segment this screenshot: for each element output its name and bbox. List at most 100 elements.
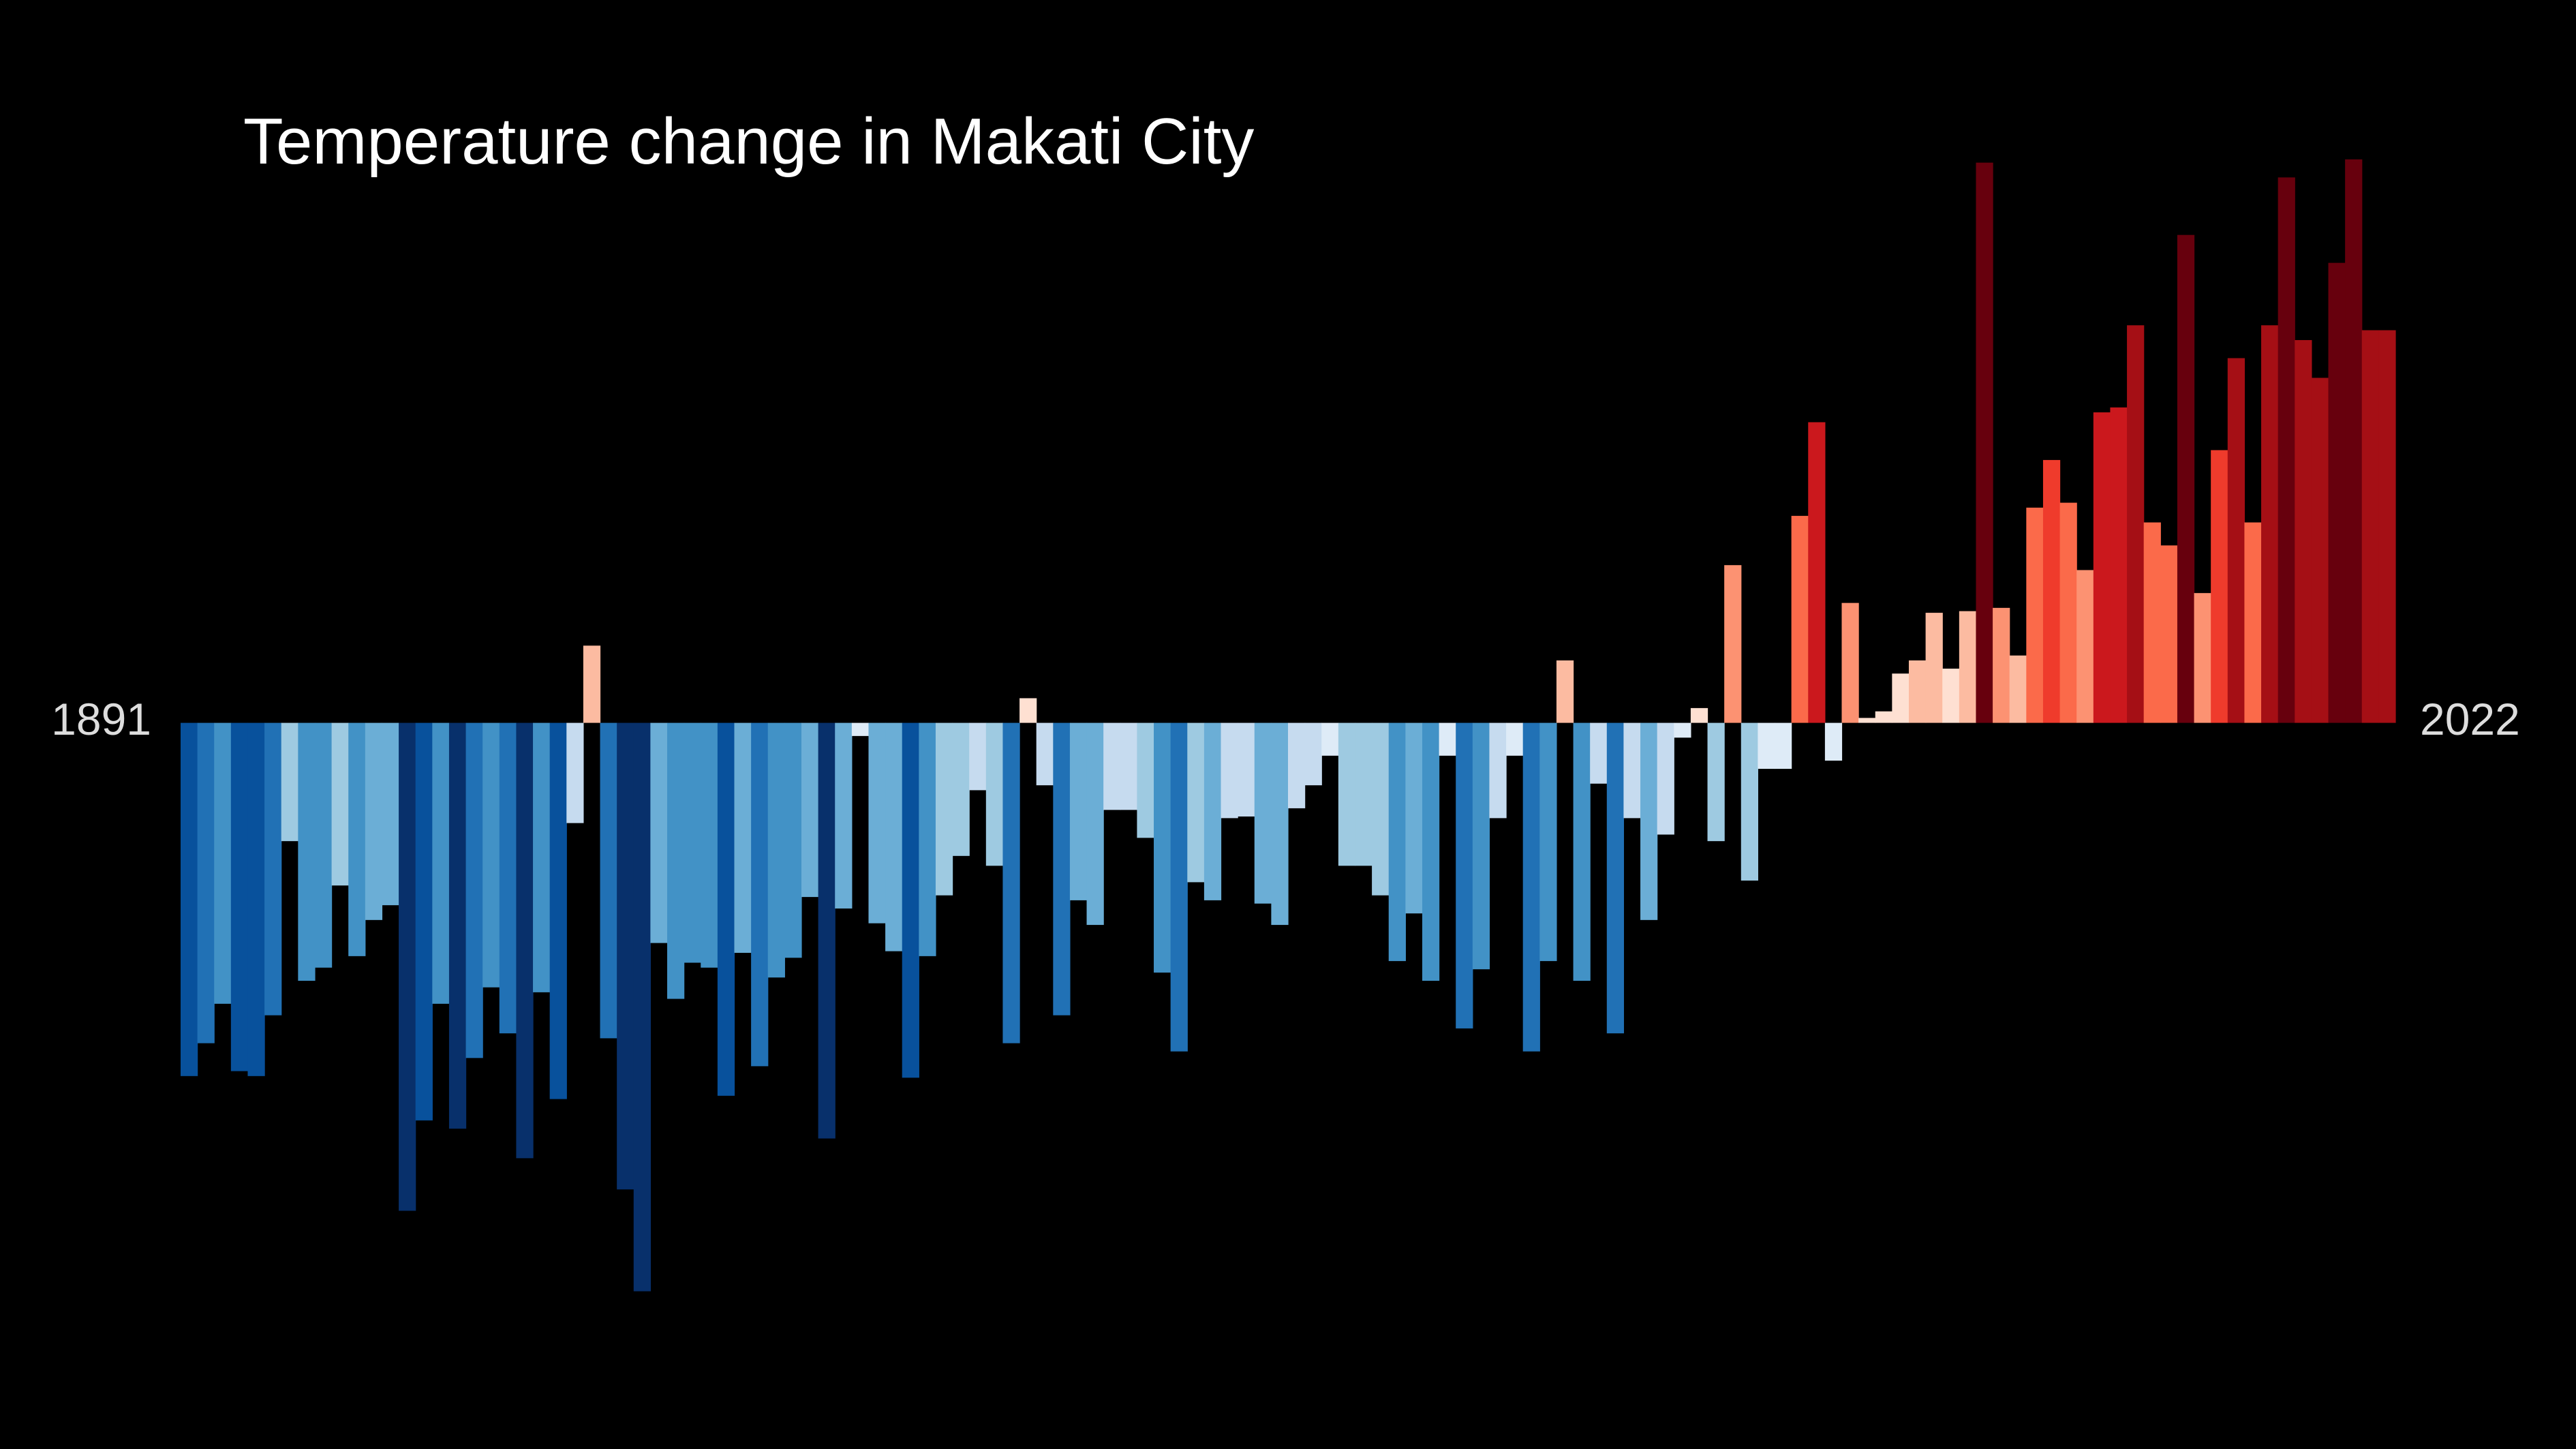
bar bbox=[1472, 722, 1490, 970]
bar bbox=[2311, 378, 2329, 723]
bar bbox=[1069, 722, 1088, 900]
bar bbox=[1892, 673, 1910, 723]
bar bbox=[298, 722, 316, 981]
bar bbox=[465, 722, 483, 1058]
bars bbox=[181, 159, 2396, 1292]
bar bbox=[919, 722, 936, 956]
bar bbox=[2160, 545, 2178, 723]
bar bbox=[1238, 722, 1255, 817]
bar bbox=[1606, 722, 1625, 1034]
bar bbox=[1271, 722, 1289, 926]
bar bbox=[2261, 325, 2279, 723]
bar bbox=[1539, 722, 1557, 962]
chart-title: Temperature change in Makati City bbox=[243, 105, 1254, 178]
bar bbox=[1623, 722, 1641, 819]
bar bbox=[684, 722, 701, 963]
bar bbox=[2378, 330, 2396, 723]
bar bbox=[1321, 722, 1339, 756]
bar bbox=[314, 722, 333, 968]
bar bbox=[1304, 722, 1322, 786]
bar bbox=[701, 722, 718, 968]
start-year-label: 1891 bbox=[51, 694, 151, 744]
bar bbox=[1456, 722, 1473, 1028]
bar bbox=[734, 722, 752, 954]
bar bbox=[1724, 565, 1742, 723]
bar bbox=[197, 722, 215, 1043]
bar bbox=[818, 722, 835, 1139]
bar bbox=[2110, 407, 2128, 723]
bar bbox=[1388, 722, 1406, 962]
bar bbox=[1053, 722, 1071, 1016]
bar bbox=[2127, 325, 2145, 723]
bar bbox=[600, 722, 617, 1039]
bar bbox=[1422, 722, 1440, 981]
bar bbox=[247, 722, 265, 1076]
bar bbox=[717, 722, 735, 1096]
bar bbox=[1556, 660, 1574, 723]
bar bbox=[1775, 722, 1792, 769]
bar bbox=[399, 722, 416, 1211]
bar bbox=[952, 722, 970, 856]
bar bbox=[1808, 422, 1826, 723]
bar bbox=[851, 722, 870, 736]
bar bbox=[1288, 722, 1306, 808]
bar bbox=[2042, 459, 2061, 723]
bar bbox=[1137, 722, 1154, 838]
bar bbox=[2009, 655, 2027, 723]
bar bbox=[1925, 613, 1943, 723]
bar bbox=[1824, 722, 1843, 761]
bar bbox=[1758, 722, 1775, 769]
bar bbox=[985, 722, 1004, 866]
bar bbox=[1103, 722, 1121, 810]
bar bbox=[1875, 711, 1892, 723]
bar bbox=[667, 722, 685, 999]
bar bbox=[1640, 722, 1658, 920]
bar bbox=[1372, 722, 1390, 896]
bar bbox=[902, 722, 919, 1078]
bar bbox=[2177, 234, 2195, 723]
bar bbox=[2345, 159, 2363, 723]
bar bbox=[767, 722, 785, 978]
bar bbox=[969, 722, 987, 791]
bar bbox=[1036, 722, 1054, 786]
bar bbox=[1522, 722, 1540, 1052]
end-year-label: 2022 bbox=[2420, 694, 2520, 744]
bar bbox=[2059, 502, 2077, 723]
bar bbox=[1019, 698, 1037, 723]
bar bbox=[2076, 570, 2094, 723]
bar bbox=[1221, 722, 1238, 819]
bar bbox=[1741, 722, 1758, 881]
bar bbox=[1707, 722, 1725, 842]
bar bbox=[1506, 722, 1524, 756]
bar bbox=[1154, 722, 1171, 973]
bar bbox=[633, 722, 651, 1292]
bar bbox=[583, 645, 601, 723]
bar bbox=[801, 722, 819, 898]
bar bbox=[935, 722, 953, 896]
bar bbox=[617, 722, 634, 1190]
bar bbox=[1086, 722, 1104, 926]
bar bbox=[1674, 722, 1691, 738]
bar bbox=[482, 722, 500, 988]
bar bbox=[516, 722, 534, 1159]
bar bbox=[415, 722, 433, 1120]
bar bbox=[784, 722, 802, 958]
bar bbox=[1841, 603, 1859, 723]
bar bbox=[549, 722, 567, 1099]
bar bbox=[1573, 722, 1591, 981]
bar bbox=[2194, 593, 2211, 723]
bar bbox=[230, 722, 249, 1071]
bar bbox=[1690, 707, 1708, 723]
bar bbox=[214, 722, 232, 1004]
bar bbox=[1002, 722, 1020, 1043]
bar bbox=[1908, 660, 1927, 723]
bar bbox=[1976, 162, 1993, 723]
bar bbox=[1120, 722, 1138, 810]
bar bbox=[1942, 669, 1960, 723]
bar bbox=[1187, 722, 1205, 883]
bar bbox=[2361, 330, 2379, 723]
bar bbox=[181, 722, 198, 1076]
bar bbox=[348, 722, 366, 956]
bar bbox=[264, 722, 282, 1016]
bar bbox=[2093, 412, 2111, 723]
